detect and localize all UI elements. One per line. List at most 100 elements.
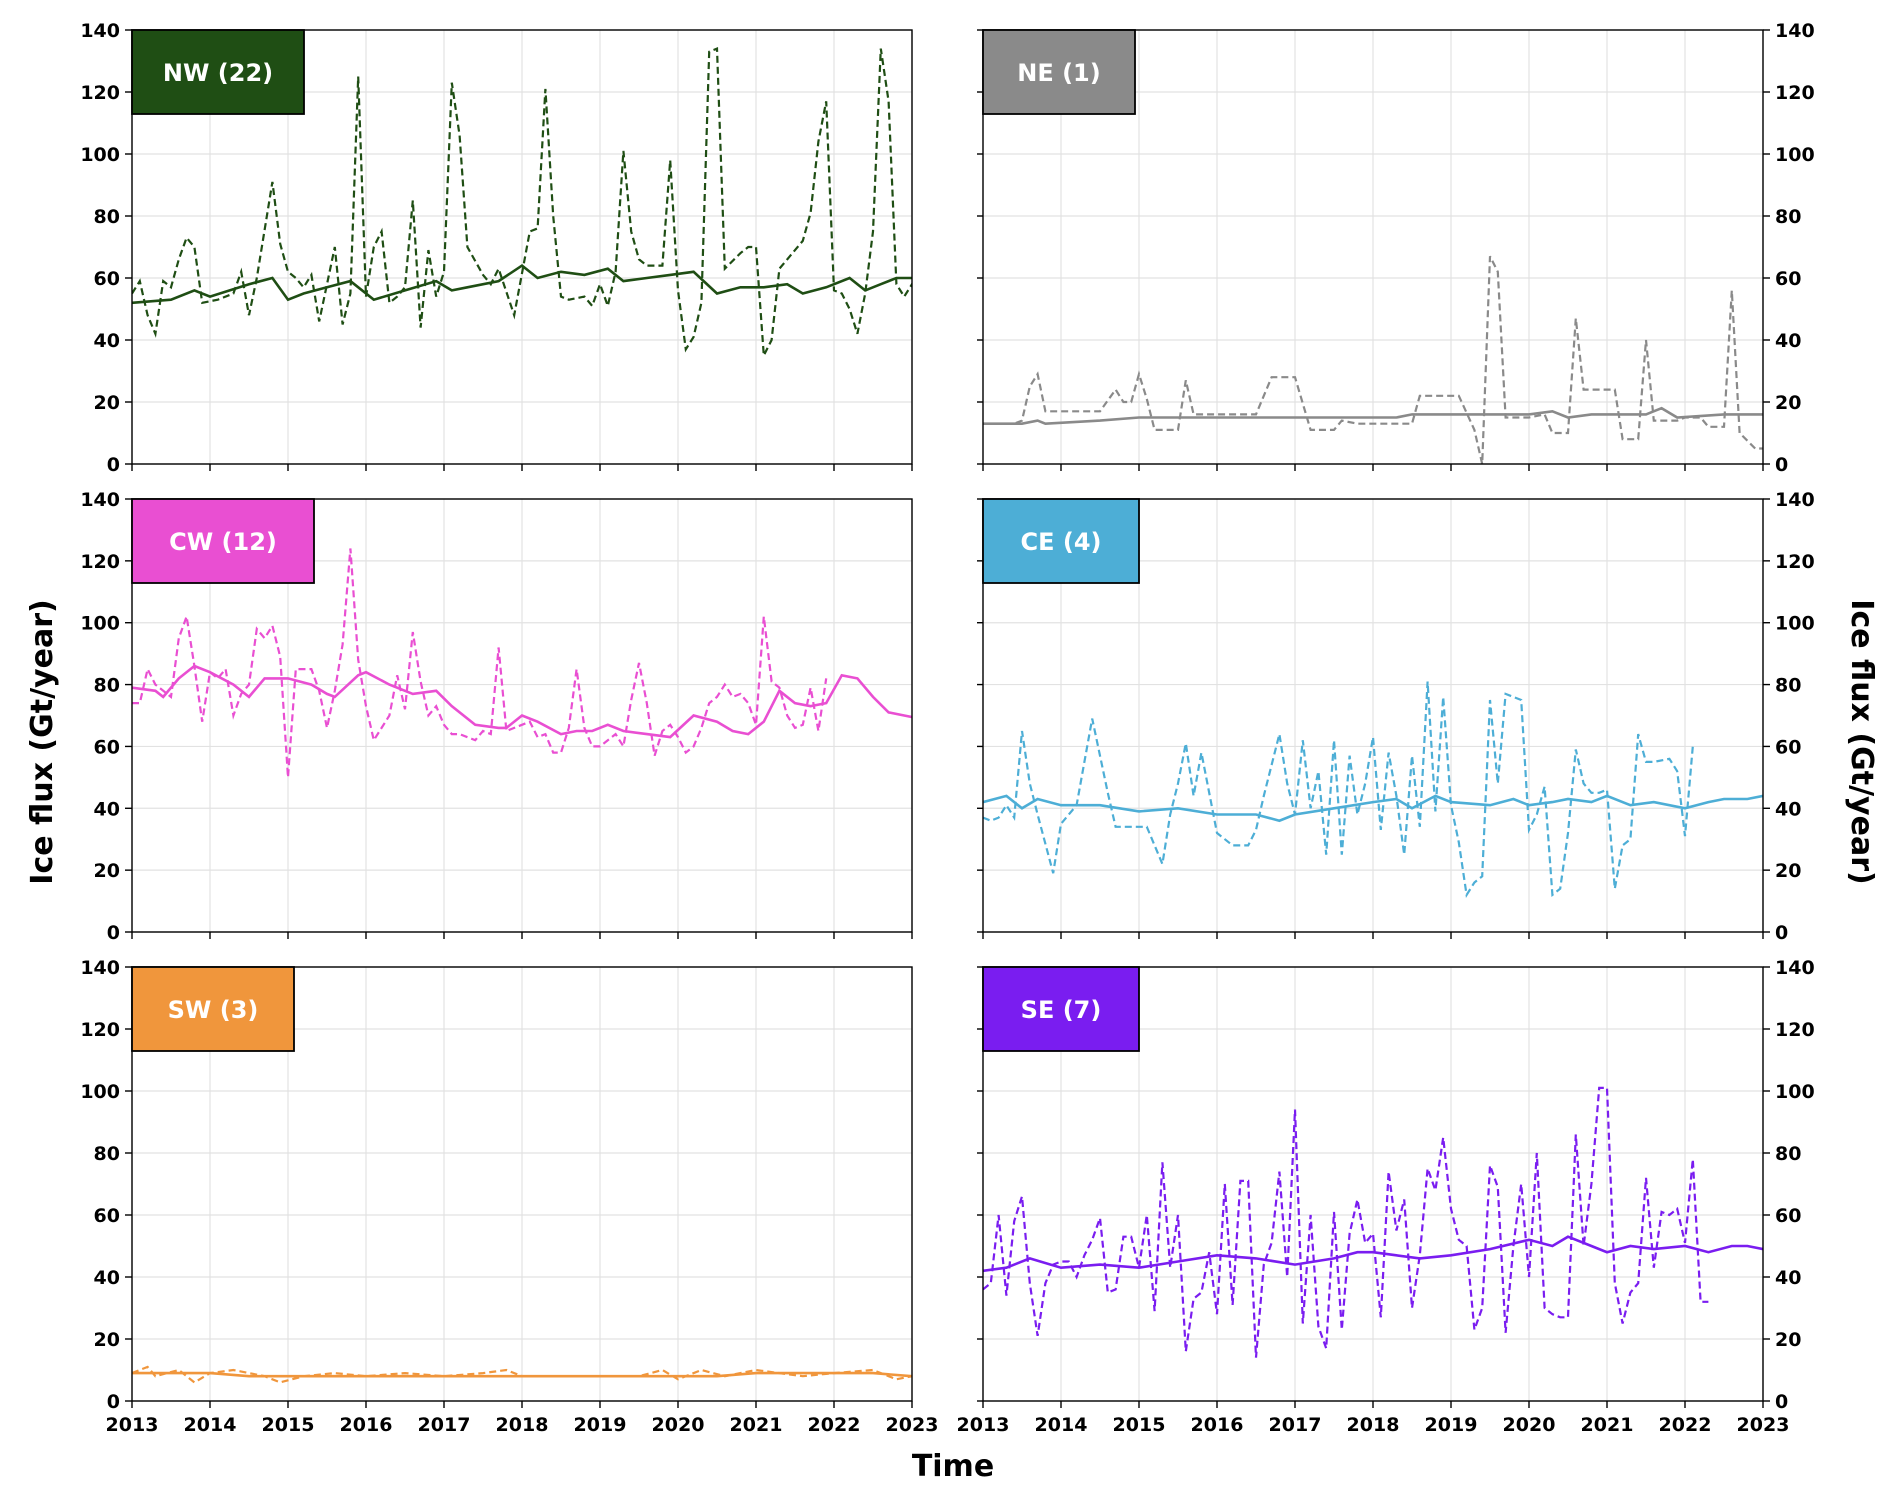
series-line-dashed	[983, 1086, 1709, 1358]
x-tick-label: 2013	[106, 1414, 159, 1436]
region-label-box	[982, 498, 1140, 584]
series-line-dashed	[983, 255, 1763, 464]
y-tick-label: 120	[1775, 82, 1815, 104]
region-label: NE (1)	[1017, 59, 1100, 87]
x-tick-label: 2023	[1737, 1414, 1790, 1436]
y-tick-label: 100	[80, 613, 120, 635]
series-line-smooth	[983, 406, 1763, 426]
series-line-smooth	[983, 1235, 1763, 1273]
y-tick-label: 40	[94, 1267, 120, 1289]
region-label: CW (12)	[169, 528, 277, 556]
y-tick-label: 80	[94, 675, 120, 697]
series-line-dashed	[132, 548, 828, 778]
panel-cw: 0 20 40 60 80 100 120 140 CW (12)	[80, 489, 913, 944]
region-label: SW (3)	[168, 996, 259, 1024]
series-line-smooth	[132, 1371, 912, 1378]
y-tick-label: 60	[94, 268, 120, 290]
y-tick-label: 120	[80, 82, 120, 104]
y-tick-label: 100	[1775, 1081, 1815, 1103]
y-tick-label: 60	[1775, 736, 1801, 758]
region-label-box	[131, 966, 295, 1052]
y-tick-label: 120	[1775, 1019, 1815, 1041]
x-tick-label: 2014	[1035, 1414, 1088, 1436]
y-tick-label: 120	[1775, 551, 1815, 573]
y-tick-label: 120	[80, 551, 120, 573]
x-tick-label: 2021	[1581, 1414, 1634, 1436]
x-tick-label: 2022	[808, 1414, 861, 1436]
x-tick-label: 2015	[262, 1414, 315, 1436]
x-axis-title: Time	[912, 1449, 994, 1484]
region-label-box	[131, 498, 315, 584]
series-line-dashed	[983, 681, 1694, 899]
y-tick-label: 20	[94, 392, 120, 414]
y-tick-label: 40	[1775, 798, 1801, 820]
y-tick-label: 100	[1775, 613, 1815, 635]
y-axis-title-right: Ice flux (Gt/year)	[1844, 599, 1879, 884]
y-tick-label: 80	[94, 1143, 120, 1165]
region-label-box	[982, 966, 1140, 1052]
y-tick-label: 60	[1775, 268, 1801, 290]
y-tick-label: 0	[1775, 922, 1788, 944]
x-tick-label: 2014	[184, 1414, 237, 1436]
x-tick-label: 2020	[1503, 1414, 1556, 1436]
series-line-smooth	[132, 664, 912, 739]
x-tick-label: 2015	[1113, 1414, 1166, 1436]
y-tick-label: 0	[107, 922, 120, 944]
series-line-dashed	[132, 47, 912, 360]
y-tick-label: 100	[80, 1081, 120, 1103]
y-tick-label: 140	[80, 20, 120, 42]
panel-ne: 0 20 40 60 80 100 120 140 NE (1)	[977, 20, 1815, 476]
series-line-smooth	[983, 794, 1763, 823]
panel-nw: 0 20 40 60 80 100 120 140 NW (22)	[80, 20, 913, 476]
x-tick-label: 2017	[1269, 1414, 1322, 1436]
y-tick-label: 20	[1775, 1329, 1801, 1351]
panel-sw: 2013 2014 2015 2016 2017 2018 2019 2020 2021 2022…	[80, 957, 938, 1436]
region-label: NW (22)	[163, 59, 273, 87]
y-tick-label: 60	[94, 1205, 120, 1227]
y-tick-label: 120	[80, 1019, 120, 1041]
y-tick-label: 140	[80, 957, 120, 979]
x-tick-label: 2020	[652, 1414, 705, 1436]
x-tick-label: 2019	[574, 1414, 627, 1436]
region-label-box	[131, 29, 305, 115]
y-tick-label: 140	[1775, 957, 1815, 979]
y-tick-label: 20	[1775, 392, 1801, 414]
x-tick-label: 2023	[886, 1414, 939, 1436]
y-tick-label: 140	[1775, 20, 1815, 42]
x-tick-label: 2016	[1191, 1414, 1244, 1436]
x-tick-label: 2017	[418, 1414, 471, 1436]
y-tick-label: 40	[94, 330, 120, 352]
x-tick-label: 2022	[1659, 1414, 1712, 1436]
x-tick-label: 2018	[496, 1414, 549, 1436]
y-tick-label: 140	[1775, 489, 1815, 511]
y-tick-label: 80	[94, 206, 120, 228]
y-tick-label: 60	[1775, 1205, 1801, 1227]
y-tick-label: 80	[1775, 675, 1801, 697]
y-tick-label: 0	[1775, 1391, 1788, 1413]
series-line-smooth	[132, 263, 912, 305]
y-tick-label: 40	[1775, 1267, 1801, 1289]
y-tick-label: 40	[94, 798, 120, 820]
y-tick-label: 60	[94, 736, 120, 758]
y-tick-label: 140	[80, 489, 120, 511]
y-axis-title-left: Ice flux (Gt/year)	[25, 599, 60, 884]
x-tick-label: 2016	[340, 1414, 393, 1436]
y-tick-label: 40	[1775, 330, 1801, 352]
x-tick-label: 2013	[957, 1414, 1010, 1436]
panel-se: 2013 2014 2015 2016 2017 2018 2019 2020 2021 2022…	[957, 957, 1815, 1436]
y-tick-label: 100	[80, 144, 120, 166]
region-label: SE (7)	[1021, 996, 1102, 1024]
y-tick-label: 20	[1775, 860, 1801, 882]
y-tick-label: 80	[1775, 206, 1801, 228]
x-tick-label: 2019	[1425, 1414, 1478, 1436]
y-tick-label: 0	[107, 1391, 120, 1413]
y-tick-label: 0	[107, 454, 120, 476]
panel-ce: 0 20 40 60 80 100 120 140 CE (4)	[977, 489, 1815, 944]
y-tick-label: 100	[1775, 144, 1815, 166]
x-tick-label: 2021	[730, 1414, 783, 1436]
y-tick-label: 20	[94, 1329, 120, 1351]
y-tick-label: 20	[94, 860, 120, 882]
y-tick-label: 0	[1775, 454, 1788, 476]
x-tick-label: 2018	[1347, 1414, 1400, 1436]
